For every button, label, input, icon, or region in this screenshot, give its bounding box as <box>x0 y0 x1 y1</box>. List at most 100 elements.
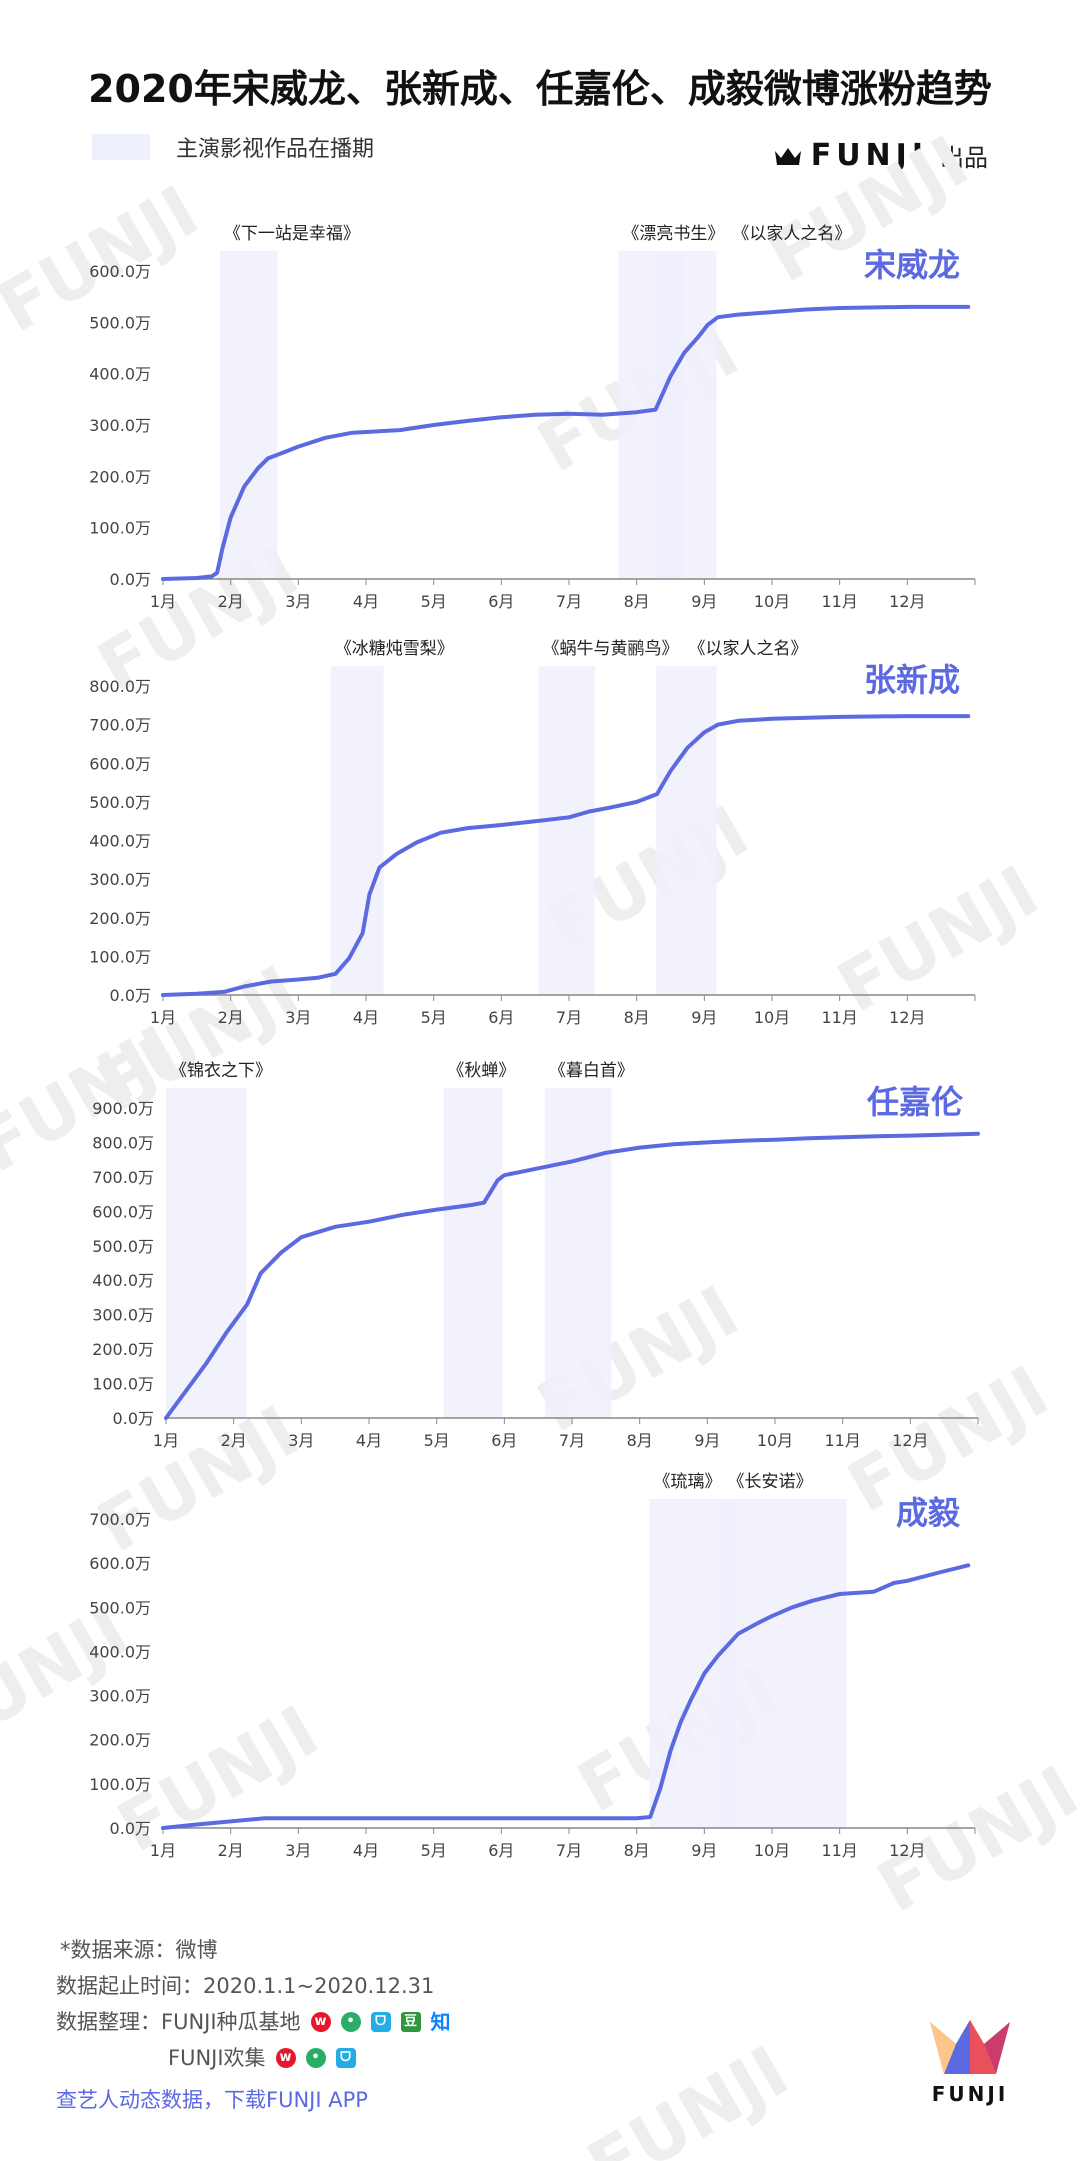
page-title: 2020年宋威龙、张新成、任嘉伦、成毅微博涨粉趋势 <box>88 67 992 111</box>
x-tick-label: 12月 <box>889 592 925 611</box>
x-tick-label: 9月 <box>691 1841 717 1860</box>
chart-2: 《冰糖炖雪梨》 《蜗牛与黄鹂鸟》 《以家人之名》 0.0万 100.0万 200.0万 30… <box>89 639 976 1027</box>
weibo-icon[interactable]: w <box>310 2012 331 2032</box>
x-tick-label: 3月 <box>285 592 311 611</box>
y-tick-label: 100.0万 <box>89 1775 151 1794</box>
wechat-icon[interactable]: • <box>340 2012 361 2032</box>
y-tick-label: 0.0万 <box>110 570 151 589</box>
x-tick-label: 9月 <box>691 1008 717 1027</box>
band-label: 《琉璃》 <box>654 1472 722 1492</box>
x-tick-label: 6月 <box>488 592 514 611</box>
y-tick-label: 300.0万 <box>89 416 151 435</box>
y-tick-label: 400.0万 <box>89 832 151 851</box>
x-tick-label: 4月 <box>353 1841 379 1860</box>
band-label: 《下一站是幸福》 <box>224 224 360 244</box>
x-tick-label: 12月 <box>889 1008 925 1027</box>
y-tick-label: 700.0万 <box>89 1510 151 1529</box>
y-tick-label: 700.0万 <box>89 716 151 735</box>
x-tick-label: 7月 <box>556 592 582 611</box>
x-tick-label: 7月 <box>556 1841 582 1860</box>
footer-promo-link[interactable]: 查艺人动态数据，下载FUNJI APP <box>56 2088 368 2112</box>
airing-band <box>656 666 717 995</box>
band-label: 《蜗牛与黄鹂鸟》 <box>543 639 679 659</box>
y-tick-label: 500.0万 <box>89 1598 151 1617</box>
funji-logo-icon <box>930 2020 1010 2074</box>
x-tick-label: 6月 <box>488 1841 514 1860</box>
y-tick-label: 400.0万 <box>89 365 151 384</box>
series-line <box>164 1131 980 1420</box>
y-tick-label: 100.0万 <box>89 519 151 538</box>
band-label: 《以家人之名》 <box>689 639 808 659</box>
y-tick-label: 0.0万 <box>110 1819 151 1838</box>
x-tick-label: 6月 <box>488 1008 514 1027</box>
x-tick-label: 4月 <box>353 1008 379 1027</box>
brand-name: FUNJI <box>810 138 928 173</box>
series-name-label: 宋威龙 <box>864 246 960 284</box>
airing-band <box>656 251 717 579</box>
x-tick-label: 11月 <box>821 1008 857 1027</box>
x-tick-label: 9月 <box>694 1431 720 1450</box>
series-line <box>161 304 971 581</box>
x-tick-label: 7月 <box>556 1008 582 1027</box>
y-tick-label: 200.0万 <box>89 1731 151 1750</box>
series-line <box>161 1563 971 1830</box>
x-tick-label: 11月 <box>824 1431 860 1450</box>
band-label: 《以家人之名》 <box>732 224 851 244</box>
x-tick-label: 2月 <box>218 592 244 611</box>
douban-icon[interactable]: 豆 <box>400 2012 421 2032</box>
series-name-label: 成毅 <box>896 1494 961 1532</box>
series-name-label: 任嘉伦 <box>867 1083 964 1121</box>
weibo-icon[interactable]: w <box>275 2048 296 2068</box>
y-tick-label: 600.0万 <box>89 1554 151 1573</box>
x-tick-label: 1月 <box>150 1841 176 1860</box>
airing-band <box>443 1088 503 1418</box>
x-tick-label: 8月 <box>624 592 650 611</box>
x-tick-label: 1月 <box>150 1008 176 1027</box>
chart-1: 《下一站是幸福》 《漂亮书生》 《以家人之名》 0.0万 100.0万 200.0万 300… <box>89 224 976 611</box>
x-tick-label: 2月 <box>218 1841 244 1860</box>
y-tick-label: 400.0万 <box>92 1271 154 1290</box>
airing-band <box>538 666 595 995</box>
x-tick-label: 5月 <box>424 1431 450 1450</box>
legend-label: 主演影视作品在播期 <box>176 137 375 162</box>
y-tick-label: 200.0万 <box>92 1340 154 1359</box>
airing-band <box>166 1088 247 1418</box>
x-tick-label: 6月 <box>491 1431 517 1450</box>
chart-4: 《琉璃》 《长安诺》 0.0万 100.0万 200.0万 300.0万 400.0万 500… <box>89 1472 976 1860</box>
x-tick-label: 12月 <box>889 1841 925 1860</box>
y-tick-label: 100.0万 <box>89 947 151 966</box>
x-tick-label: 5月 <box>421 1841 447 1860</box>
y-tick-label: 0.0万 <box>110 986 151 1005</box>
y-tick-label: 700.0万 <box>92 1168 154 1187</box>
band-label: 《暮白首》 <box>549 1061 634 1081</box>
y-tick-label: 200.0万 <box>89 467 151 486</box>
x-tick-label: 1月 <box>150 592 176 611</box>
x-tick-label: 9月 <box>691 592 717 611</box>
y-tick-label: 800.0万 <box>92 1133 154 1152</box>
x-tick-label: 11月 <box>821 1841 857 1860</box>
x-tick-label: 10月 <box>757 1431 793 1450</box>
crown-icon <box>774 147 801 165</box>
wechat-icon[interactable]: • <box>305 2048 326 2068</box>
y-tick-label: 500.0万 <box>92 1237 154 1256</box>
chart-3: 《锦衣之下》 《秋蝉》 《暮白首》 0.0万 100.0万 200.0万 300.0万 400… <box>92 1061 980 1450</box>
band-label: 《冰糖炖雪梨》 <box>335 639 454 659</box>
airing-band <box>544 1088 612 1418</box>
brand: FUNJI 出品 <box>773 138 988 173</box>
y-tick-label: 600.0万 <box>89 754 151 773</box>
brand-suffix: 出品 <box>940 144 988 172</box>
footer: *数据来源：微博 数据起止时间：2020.1.1~2020.12.31 数据整理… <box>56 1932 451 2118</box>
y-tick-label: 300.0万 <box>89 1687 151 1706</box>
zhihu-icon[interactable]: 知 <box>430 2010 451 2034</box>
y-tick-label: 600.0万 <box>89 262 151 281</box>
x-tick-label: 3月 <box>285 1008 311 1027</box>
bilibili-icon[interactable]: ᗜ <box>335 2048 356 2068</box>
x-tick-label: 8月 <box>624 1008 650 1027</box>
x-tick-label: 1月 <box>153 1431 179 1450</box>
y-tick-label: 500.0万 <box>89 313 151 332</box>
airing-band <box>719 1499 847 1828</box>
funji-logo-text: FUNJI <box>931 2082 1009 2106</box>
x-tick-label: 5月 <box>421 1008 447 1027</box>
bilibili-icon[interactable]: ᗜ <box>370 2012 391 2032</box>
